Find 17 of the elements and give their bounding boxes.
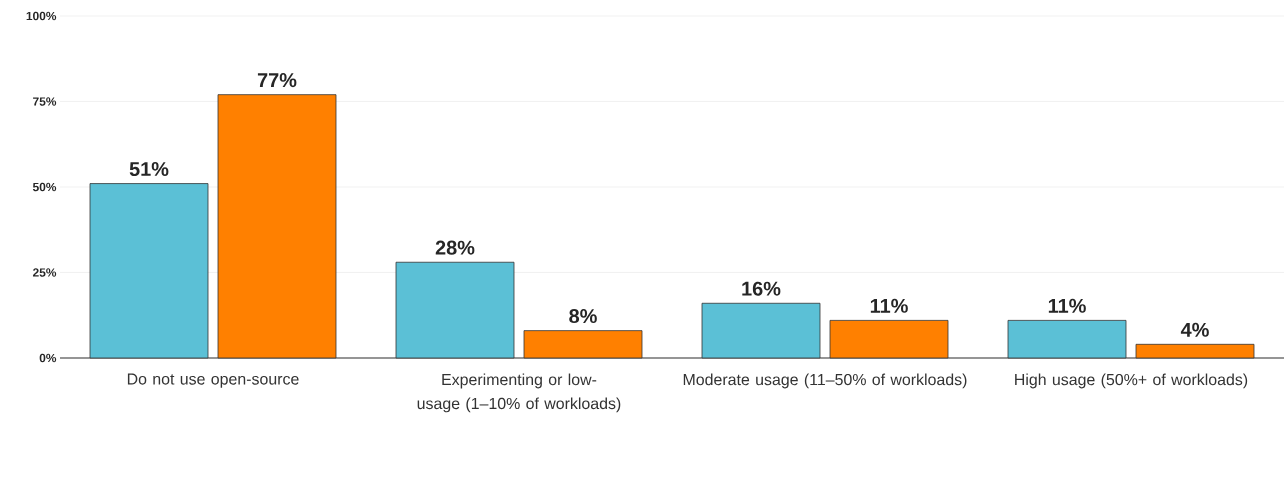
y-tick-label: 25% xyxy=(32,268,57,277)
data-label: 51% xyxy=(129,162,169,177)
x-tick-label: High usage (50%+ of workloads) xyxy=(1015,373,1248,389)
y-tick-label: 50% xyxy=(32,182,57,192)
y-tick-label: 75% xyxy=(33,97,57,106)
data-label: 11% xyxy=(870,298,908,313)
data-label: 16% xyxy=(742,281,781,296)
x-tick-label: Do not use open-source xyxy=(127,373,299,388)
y-tick-label: 0% xyxy=(39,353,57,363)
data-label: 4% xyxy=(1180,322,1209,337)
data-label: 28% xyxy=(435,240,475,255)
data-label: 11% xyxy=(1048,298,1086,313)
x-tick-label: Moderate usage (11–50% of workloads) xyxy=(683,373,967,389)
data-label: 8% xyxy=(569,309,597,324)
data-label: 77% xyxy=(257,73,297,88)
x-tick-label: Experimenting or low-usage (1–10% of workloads) xyxy=(417,373,621,413)
y-tick-label: 100% xyxy=(26,11,57,21)
